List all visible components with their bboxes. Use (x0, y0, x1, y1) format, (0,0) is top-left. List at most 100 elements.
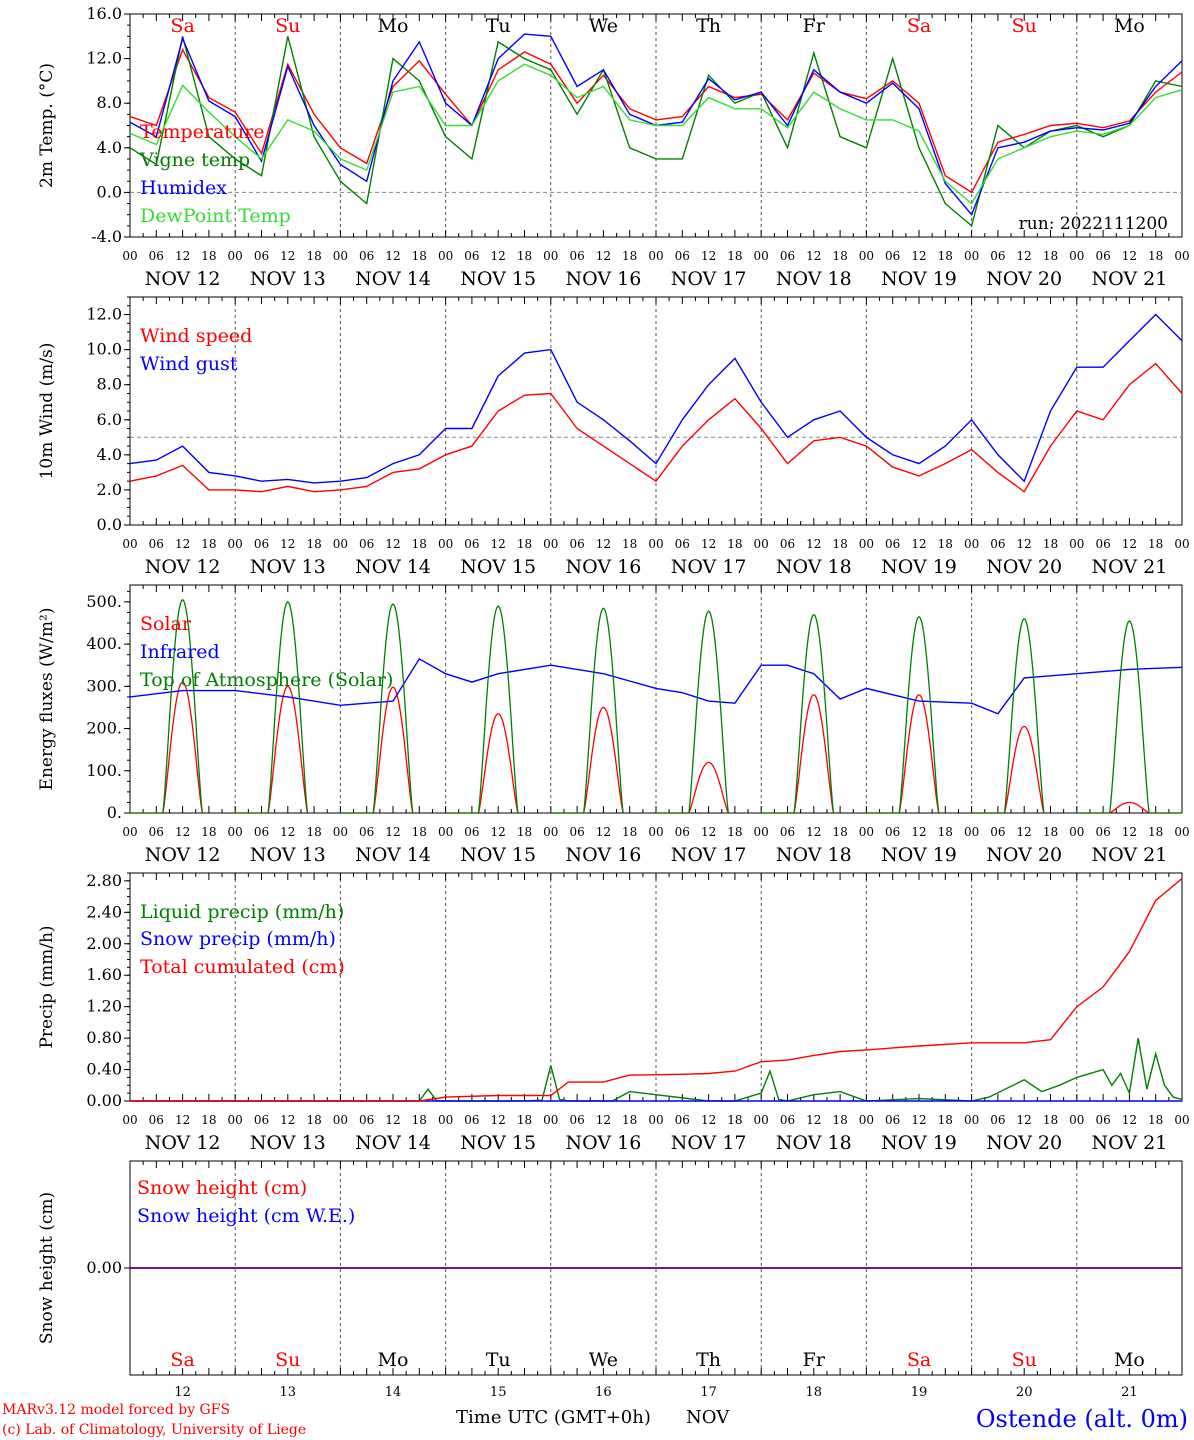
day-number: 17 (700, 1385, 717, 1400)
day-label: NOV 18 (776, 268, 852, 290)
chart-panel-5: 0.00 Snow height (cm) Snow height (cm) Snow… (37, 1160, 1183, 1400)
hour-label: 00 (122, 1113, 137, 1127)
weekday-label: Su (275, 1349, 300, 1371)
series-temperature (129, 47, 1183, 194)
day-label: NOV 13 (250, 268, 326, 290)
hour-label: 00 (1174, 537, 1189, 551)
hour-label: 06 (1095, 249, 1110, 263)
hour-label: 12 (596, 249, 611, 263)
series-wind-speed (129, 362, 1183, 493)
hour-label: 06 (569, 1113, 584, 1127)
day-label: NOV 15 (460, 844, 536, 866)
day-number: 20 (1016, 1385, 1033, 1400)
series-top-of-atmosphere-solar- (130, 598, 1182, 814)
hour-label: 00 (333, 825, 348, 839)
day-label: NOV 15 (460, 1132, 536, 1154)
day-label: NOV 17 (671, 1132, 747, 1154)
y-tick-label: 1.60 (86, 965, 122, 984)
y-tick-label: 0. (107, 803, 122, 822)
y-tick-label: 0.0 (97, 182, 122, 201)
hour-label: 00 (648, 249, 663, 263)
hour-label: 12 (911, 1113, 926, 1127)
weekday-label: We (589, 15, 618, 37)
month-label: NOV (686, 1407, 730, 1428)
day-label: NOV 16 (565, 268, 641, 290)
hour-label: 00 (543, 249, 558, 263)
hour-label: 06 (254, 1113, 269, 1127)
y-tick-label: 10.0 (86, 340, 122, 359)
hour-label: 12 (280, 249, 295, 263)
hour-label: 12 (1122, 825, 1137, 839)
day-label: NOV 12 (145, 268, 221, 290)
y-axis-label: 10m Wind (m/s) (37, 343, 57, 480)
y-tick-label: 12.0 (86, 305, 122, 324)
y-axis-label: Snow height (cm) (37, 1192, 57, 1344)
legend-entry: Liquid precip (mm/h) (140, 901, 344, 923)
hour-label: 12 (1122, 537, 1137, 551)
hour-label: 00 (1069, 825, 1084, 839)
hour-label: 00 (1069, 249, 1084, 263)
hour-label: 06 (569, 249, 584, 263)
day-label: NOV 20 (986, 268, 1062, 290)
hour-label: 06 (464, 537, 479, 551)
legend-entry: Snow height (cm) (137, 1177, 307, 1199)
chart-panel-2: 0.0 2.0 4.0 6.0 8.0 10.0 12.0 10m Wind (m/s) Win… (37, 296, 1190, 578)
hour-label: 18 (1148, 249, 1163, 263)
day-label: NOV 12 (145, 556, 221, 578)
hour-label: 18 (622, 1113, 637, 1127)
series-total-cumulated-cm- (130, 877, 1183, 1102)
hour-label: 18 (938, 249, 953, 263)
weekday-label: Sa (170, 1349, 194, 1371)
legend-entry: Solar (140, 613, 192, 635)
y-tick-label: 6.0 (97, 410, 122, 429)
y-tick-label: 300. (86, 676, 122, 695)
hour-label: 18 (306, 1113, 321, 1127)
hour-label: 18 (938, 825, 953, 839)
day-label: NOV 19 (881, 556, 957, 578)
hour-label: 12 (701, 537, 716, 551)
hour-label: 06 (464, 249, 479, 263)
weekday-label: Sa (907, 1349, 931, 1371)
hour-label: 06 (464, 1113, 479, 1127)
y-tick-label: 2.40 (86, 902, 122, 921)
run-label: run: 2022111200 (1019, 214, 1168, 234)
y-tick-label: 4.0 (97, 138, 122, 157)
y-tick-label: 8.0 (97, 375, 122, 394)
hour-label: 00 (543, 537, 558, 551)
legend-entry: Humidex (140, 177, 227, 199)
hour-label: 06 (359, 249, 374, 263)
hour-label: 06 (359, 537, 374, 551)
hour-label: 00 (543, 1113, 558, 1127)
hour-label: 00 (438, 537, 453, 551)
day-label: NOV 19 (881, 1132, 957, 1154)
legend-entry: Top of Atmosphere (Solar) (140, 669, 393, 691)
hour-label: 12 (701, 1113, 716, 1127)
hour-label: 00 (754, 1113, 769, 1127)
hour-label: 00 (438, 1113, 453, 1127)
hour-label: 00 (1069, 1113, 1084, 1127)
hour-label: 12 (175, 249, 190, 263)
hour-label: 06 (254, 825, 269, 839)
y-tick-label: 2.80 (86, 871, 122, 890)
hour-label: 18 (1148, 537, 1163, 551)
hour-label: 00 (228, 825, 243, 839)
hour-label: 06 (675, 249, 690, 263)
hour-label: 06 (885, 249, 900, 263)
hour-label: 18 (201, 1113, 216, 1127)
day-label: NOV 18 (776, 1132, 852, 1154)
hour-label: 18 (1043, 249, 1058, 263)
hour-label: 06 (254, 537, 269, 551)
hour-label: 18 (306, 825, 321, 839)
day-label: NOV 13 (250, 1132, 326, 1154)
day-number: 14 (385, 1385, 402, 1400)
hour-label: 18 (412, 537, 427, 551)
hour-label: 00 (228, 1113, 243, 1127)
hour-label: 00 (859, 1113, 874, 1127)
hour-label: 12 (175, 537, 190, 551)
y-tick-label: 500. (86, 592, 122, 611)
footer-lab-credit: (c) Lab. of Climatology, University of L… (2, 1422, 306, 1438)
hour-label: 12 (911, 537, 926, 551)
hour-label: 06 (569, 537, 584, 551)
footer-model-credit: MARv3.12 model forced by GFS (2, 1402, 230, 1418)
day-label: NOV 17 (671, 268, 747, 290)
